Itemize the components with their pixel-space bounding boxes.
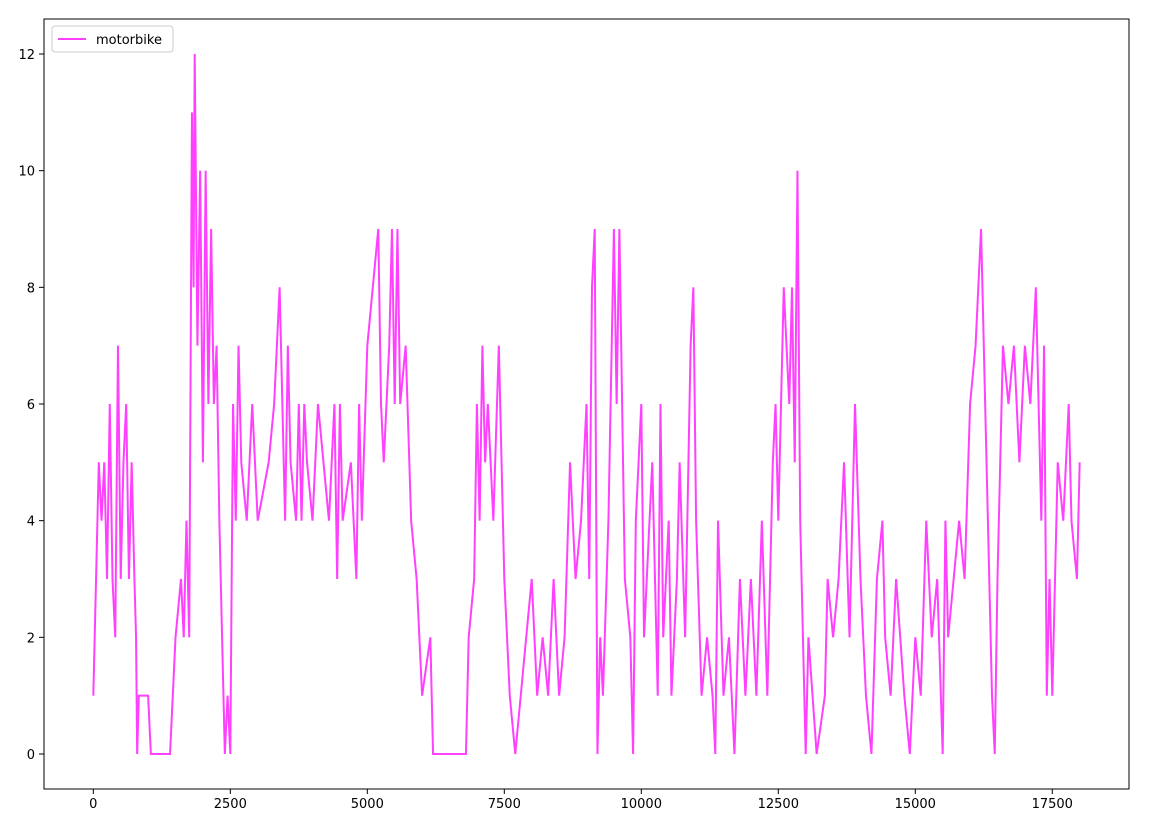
y-tick-label: 6	[27, 398, 35, 413]
x-tick-label: 5000	[351, 797, 384, 812]
legend-label: motorbike	[96, 33, 162, 48]
y-tick-label: 0	[27, 748, 35, 763]
x-tick-label: 15000	[895, 797, 936, 812]
legend: motorbike	[51, 25, 174, 53]
legend-box	[51, 25, 174, 53]
y-tick-label: 2	[27, 631, 35, 646]
x-tick-label: 17500	[1032, 797, 1073, 812]
y-tick-label: 4	[27, 515, 35, 530]
x-tick-label: 12500	[758, 797, 799, 812]
x-tick-label: 2500	[214, 797, 247, 812]
y-tick-label: 12	[18, 48, 35, 63]
x-tick-label: 10000	[621, 797, 662, 812]
y-tick-label: 10	[18, 165, 35, 180]
y-tick-label: 8	[27, 281, 35, 296]
plot-frame	[43, 18, 1130, 790]
x-tick-label: 7500	[488, 797, 521, 812]
x-tick-label: 0	[89, 797, 97, 812]
data-line	[92, 53, 1081, 755]
